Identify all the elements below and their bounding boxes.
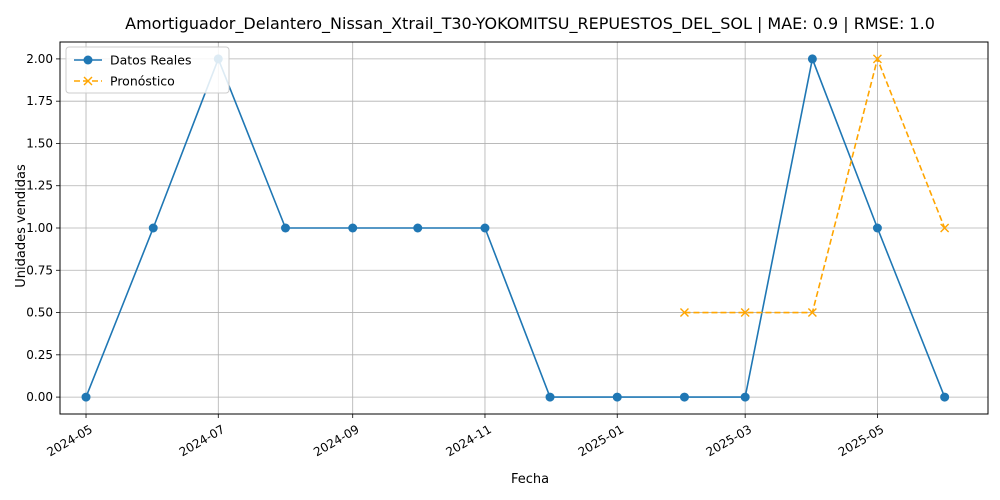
x-tick-label: 2025-03 (704, 422, 754, 459)
series-0-point (81, 392, 91, 402)
legend-box (65, 46, 230, 94)
y-tick-label: 2.00 (26, 52, 53, 66)
series-0-point (148, 223, 158, 233)
x-marker-stroke (807, 308, 817, 318)
x-tick-label: 2024-09 (311, 422, 361, 459)
y-tick-label: 1.75 (26, 94, 53, 108)
series-0-point (413, 223, 423, 233)
chart-title: Amortiguador_Delantero_Nissan_Xtrail_T30… (125, 14, 935, 34)
series-0-point (348, 223, 358, 233)
x-marker-stroke (679, 308, 689, 318)
series-0-point (740, 392, 750, 402)
series-0-point (872, 223, 882, 233)
y-tick-label: 1.25 (26, 179, 53, 193)
y-tick-label: 0.75 (26, 263, 53, 277)
y-tick-label: 1.00 (26, 221, 53, 235)
legend-marker-0 (83, 55, 93, 65)
legend: Datos Reales Pronóstico (65, 46, 230, 94)
series-0-point (545, 392, 555, 402)
y-axis-label: Unidades vendidas (14, 164, 29, 288)
series-1-point (679, 308, 689, 318)
y-tick-label: 0.00 (26, 390, 53, 404)
x-tick-label: 2025-01 (576, 422, 626, 459)
grid (60, 42, 988, 414)
series-0-point (679, 392, 689, 402)
series-1-point (740, 308, 750, 318)
legend-label-1: Pronóstico (110, 74, 175, 89)
y-tick-label: 0.25 (26, 348, 53, 362)
series-0-point (612, 392, 622, 402)
y-tick-label: 0.50 (26, 306, 53, 320)
series-1-point (940, 223, 950, 233)
series-0-point (940, 392, 950, 402)
x-tick-label: 2025-05 (836, 422, 886, 459)
series-0-point (480, 223, 490, 233)
legend-marker-1 (83, 76, 93, 86)
y-tick-label: 1.50 (26, 136, 53, 150)
ticks: 0.00 0.25 0.50 0.75 1.00 1.25 1.50 1.75 2.00 2024… (26, 52, 886, 459)
x-axis-label: Fecha (511, 472, 549, 487)
legend-label-0: Datos Reales (110, 53, 191, 68)
series-1-point (872, 54, 882, 64)
x-marker-stroke (940, 223, 950, 233)
x-marker-stroke (872, 54, 882, 64)
x-marker-stroke (740, 308, 750, 318)
x-marker-stroke (83, 76, 93, 86)
series-1-point (807, 308, 817, 318)
series-0-point (280, 223, 290, 233)
series-0-point (807, 54, 817, 64)
x-tick-label: 2024-07 (177, 422, 227, 459)
x-tick-label: 2024-05 (44, 422, 94, 459)
x-tick-label: 2024-11 (443, 422, 493, 459)
